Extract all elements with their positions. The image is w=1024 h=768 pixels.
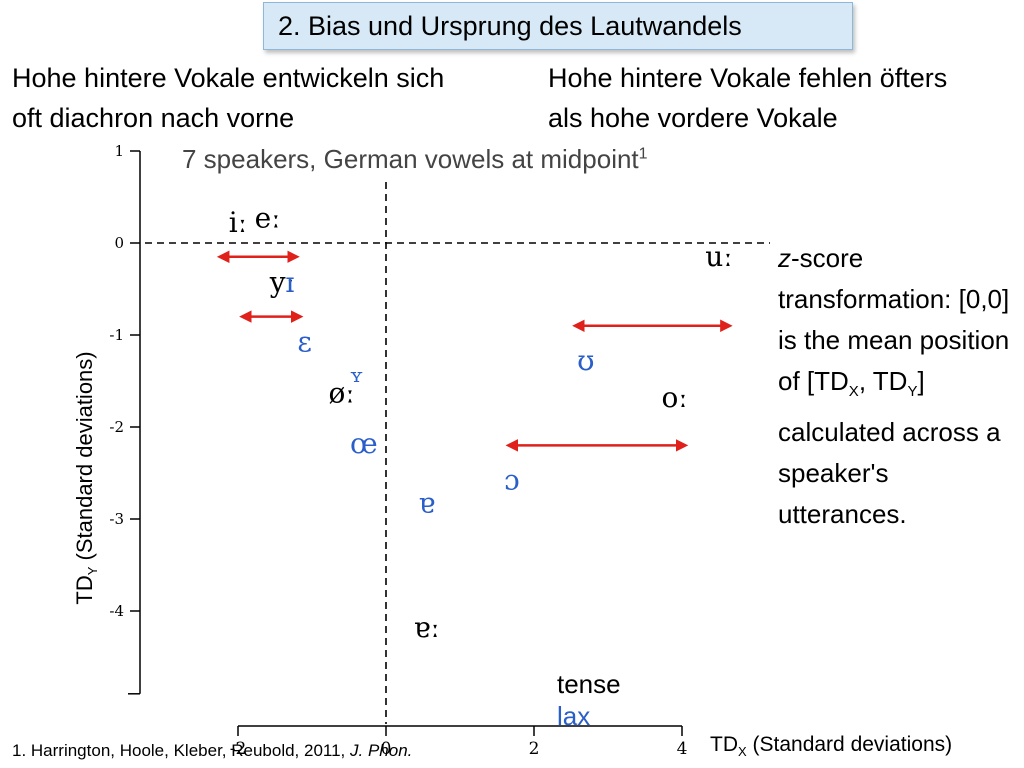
- chart-axes: 1 0 -1 -2 -3 -4 -2 0 2 4: [109, 142, 770, 759]
- x-axis-label-rest: (Standard deviations): [746, 733, 953, 756]
- legend-lax: lax: [557, 701, 591, 731]
- vowel-point: ɐː: [414, 611, 440, 644]
- y-tick-label: -4: [109, 602, 124, 620]
- reference-footnote: 1. Harrington, Hoole, Kleber, Reubold, 2…: [12, 741, 412, 761]
- x-tick-label: 2: [529, 739, 540, 759]
- right-heading-line-2: als hohe vordere Vokale: [548, 103, 838, 133]
- z-score-note: z-score transformation: [0,0] is the mea…: [778, 238, 1018, 535]
- vowel-point: œ: [350, 427, 378, 460]
- z-score-note-part-2: , TD: [858, 366, 908, 396]
- vowel-point: øː: [328, 376, 354, 409]
- reference-journal: J. Phon.: [350, 741, 413, 760]
- x-tick-label: 4: [677, 739, 688, 759]
- vowel-point: ɔ: [504, 464, 520, 497]
- vowel-point: uː: [705, 240, 732, 273]
- vowel-point: ʊ: [577, 344, 594, 377]
- chart-title: 7 speakers, German vowels at midpoint1: [182, 144, 648, 175]
- z-score-note-sub-x: X: [848, 383, 859, 401]
- y-axis-label-rest: (Standard deviations): [71, 351, 97, 567]
- x-tick-label: 0: [381, 739, 392, 759]
- x-axis-label: TDX (Standard deviations): [710, 733, 952, 759]
- y-tick-label: -1: [109, 326, 124, 344]
- chart-title-footnote-mark: 1: [638, 145, 648, 163]
- z-score-note-sub-y: Y: [907, 383, 918, 401]
- vowel-point: ɐ: [418, 487, 435, 520]
- chart-title-text: 7 speakers, German vowels at midpoint: [182, 144, 639, 174]
- chart-arrows: [216, 250, 733, 452]
- right-heading: Hohe hintere Vokale fehlen öfters als ho…: [548, 58, 947, 138]
- vowel-point: eː: [255, 202, 281, 235]
- vowel-point: yː: [269, 266, 295, 299]
- y-axis-label-sub: Y: [85, 566, 101, 576]
- vowel-point: ɪ: [285, 266, 294, 299]
- vowel-point: ɛ: [297, 326, 312, 359]
- vowel-point: iː: [229, 206, 247, 239]
- y-tick-label: 1: [114, 142, 124, 160]
- x-axis-label-main: TD: [710, 733, 738, 756]
- y-tick-label: 0: [114, 234, 124, 252]
- legend-tense: tense: [557, 669, 621, 699]
- slide-title: 2. Bias und Ursprung des Lautwandels: [263, 2, 853, 50]
- left-heading: Hohe hintere Vokale entwickeln sich oft …: [12, 58, 444, 138]
- vowel-point: oː: [661, 381, 687, 414]
- z-score-note-z: z: [778, 243, 791, 273]
- x-tick-label: -2: [230, 739, 247, 759]
- reference-authors: 1. Harrington, Hoole, Kleber, Reubold, 2…: [12, 741, 351, 760]
- y-tick-label: -2: [109, 418, 124, 436]
- left-heading-line-1: Hohe hintere Vokale entwickeln sich: [12, 63, 445, 93]
- right-heading-line-1: Hohe hintere Vokale fehlen öfters: [548, 63, 948, 93]
- y-axis-label: TDY (Standard deviations): [72, 351, 100, 604]
- y-axis-label-main: TD: [71, 575, 97, 605]
- vowel-point: ʏ: [350, 363, 363, 387]
- x-axis-label-sub: X: [738, 744, 747, 760]
- y-tick-label: -3: [109, 510, 124, 528]
- z-score-note-part-1: -score transformation: [0,0] is the mean…: [778, 243, 1010, 396]
- legend: tense lax: [557, 668, 621, 732]
- z-score-note-part-3: ] calculated across a speaker's utteranc…: [778, 366, 1001, 530]
- left-heading-line-2: oft diachron nach vorne: [12, 103, 295, 133]
